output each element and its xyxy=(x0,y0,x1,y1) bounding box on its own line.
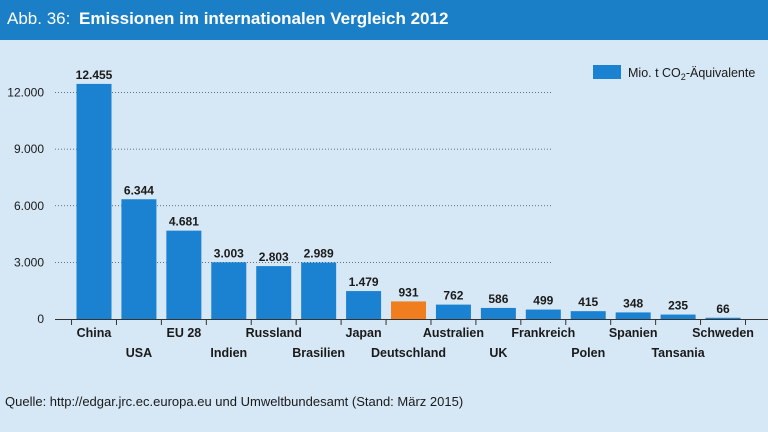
value-label: 2.803 xyxy=(259,250,289,264)
bar-australien xyxy=(435,304,471,319)
x-category-label: Australien xyxy=(423,326,484,340)
bar-eu-28 xyxy=(166,230,202,319)
x-category-label: Tansania xyxy=(651,346,705,360)
value-label: 931 xyxy=(398,285,418,299)
source-note: Quelle: http://edgar.jrc.ec.europa.eu un… xyxy=(5,394,464,409)
value-label: 1.479 xyxy=(349,275,379,289)
bar-polen xyxy=(570,311,606,319)
value-label: 586 xyxy=(488,292,508,306)
figure-number: Abb. 36: xyxy=(7,9,71,28)
bar-usa xyxy=(121,199,157,319)
bars xyxy=(76,83,741,319)
bar-chart: 0 3.000 6.000 9.000 12.000 12.455 6.344 4.681 3… xyxy=(7,65,768,360)
y-axis-ticks: 0 3.000 6.000 9.000 12.000 xyxy=(7,86,44,327)
bar-china xyxy=(76,83,112,319)
x-category-label: China xyxy=(77,326,113,340)
bar-deutschland xyxy=(391,301,427,319)
bar-russland xyxy=(256,266,292,319)
figure-header: Abb. 36: Emissionen im internationalen V… xyxy=(0,0,768,40)
y-tick-label: 9.000 xyxy=(14,142,44,156)
value-label: 12.455 xyxy=(76,68,113,82)
value-label: 6.344 xyxy=(124,183,154,197)
y-tick-label: 12.000 xyxy=(7,86,44,100)
bar-brasilien xyxy=(301,262,337,319)
value-label: 66 xyxy=(716,302,730,316)
bar-uk xyxy=(480,307,516,319)
value-labels: 12.455 6.344 4.681 3.003 2.803 2.989 1.479 931 7… xyxy=(76,68,730,316)
bar-schweden xyxy=(705,317,741,319)
value-label: 4.681 xyxy=(169,215,199,229)
legend: Mio. t CO2-Äquivalente xyxy=(593,65,755,82)
value-label: 415 xyxy=(578,295,598,309)
gridlines xyxy=(55,92,552,263)
x-category-label: Brasilien xyxy=(292,346,345,360)
bar-spanien xyxy=(615,312,651,319)
y-tick-label: 3.000 xyxy=(14,255,44,269)
x-category-label: USA xyxy=(126,346,152,360)
x-category-label: Russland xyxy=(246,326,302,340)
legend-swatch xyxy=(593,65,621,79)
chart-title: Emissionen im internationalen Vergleich … xyxy=(79,9,449,28)
bar-tansania xyxy=(660,314,696,319)
y-tick-label: 6.000 xyxy=(14,199,44,213)
bar-indien xyxy=(211,262,247,319)
y-tick-label: 0 xyxy=(37,312,44,326)
legend-label: Mio. t CO2-Äquivalente xyxy=(628,66,755,82)
value-label: 348 xyxy=(623,296,643,310)
bar-japan xyxy=(346,291,382,319)
value-label: 3.003 xyxy=(214,246,244,260)
value-label: 2.989 xyxy=(304,247,334,261)
value-label: 235 xyxy=(668,299,688,313)
value-label: 762 xyxy=(443,289,463,303)
x-category-label: Deutschland xyxy=(371,346,446,360)
x-category-label: UK xyxy=(489,346,507,360)
x-category-label: Indien xyxy=(210,346,247,360)
x-category-label: Polen xyxy=(571,346,605,360)
x-category-label: Spanien xyxy=(609,326,658,340)
x-category-label: Japan xyxy=(346,326,382,340)
value-label: 499 xyxy=(533,294,553,308)
bar-frankreich xyxy=(525,309,561,319)
x-category-label: Schweden xyxy=(692,326,754,340)
x-axis: China USA EU 28 Indien Russland BrasilienJapa… xyxy=(55,319,768,360)
x-category-label: Frankreich xyxy=(511,326,575,340)
x-category-label: EU 28 xyxy=(166,326,201,340)
